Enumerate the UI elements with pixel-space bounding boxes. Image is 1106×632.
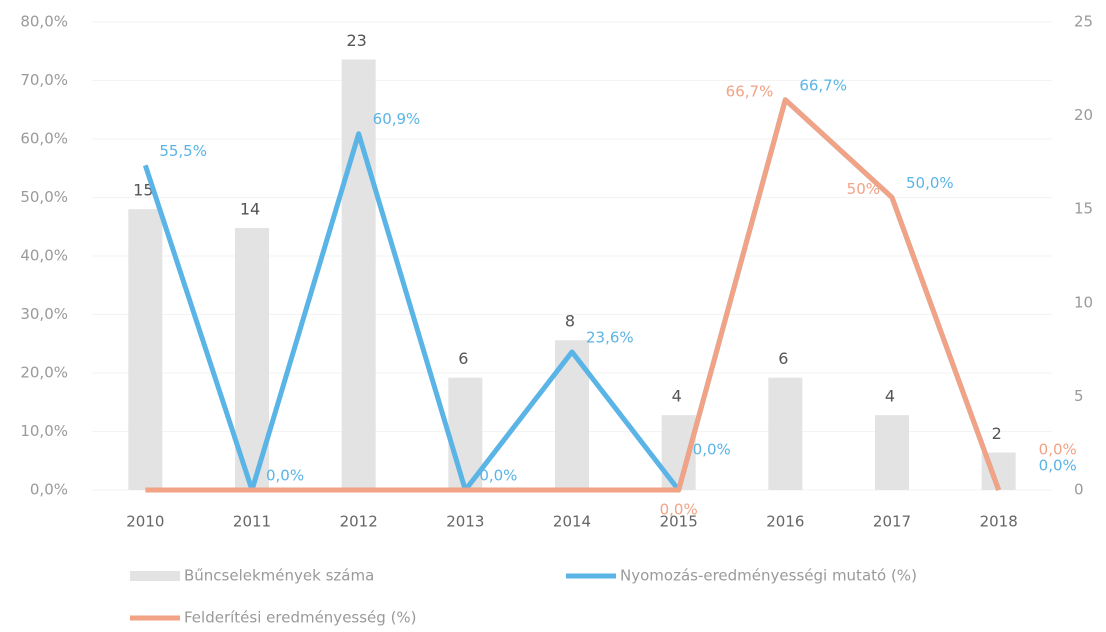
x-tick-label: 2012 (340, 513, 378, 531)
x-tick-label: 2014 (553, 513, 591, 531)
bar-value-label: 6 (458, 349, 468, 368)
y-tick-label: 0,0% (30, 481, 68, 499)
line-value-label: 0,0% (266, 467, 304, 485)
bar-value-label: 15 (133, 181, 153, 200)
x-tick-label: 2017 (873, 513, 911, 531)
line-value-label: 66,7% (799, 76, 847, 94)
line-value-label: 0,0% (1039, 457, 1077, 475)
y-tick-label: 20,0% (20, 364, 68, 382)
legend-label: Nyomozás-eredményességi mutató (%) (620, 567, 917, 585)
bar-value-label: 6 (778, 349, 788, 368)
bar (768, 377, 803, 490)
x-tick-label: 2016 (766, 513, 804, 531)
y2-tick-label: 15 (1074, 200, 1093, 218)
line-value-label: 60,9% (373, 110, 421, 128)
bar-value-label: 23 (346, 31, 366, 50)
y2-tick-label: 10 (1074, 293, 1093, 311)
legend-swatch (130, 571, 180, 581)
y2-tick-label: 5 (1074, 387, 1084, 405)
y-tick-label: 40,0% (20, 247, 68, 265)
y-tick-label: 50,0% (20, 188, 68, 206)
bar-value-label: 2 (992, 424, 1002, 443)
bar-value-label: 4 (885, 387, 895, 406)
bar-value-label: 14 (240, 199, 260, 218)
bar (555, 340, 589, 490)
line-value-label: 55,5% (159, 142, 207, 160)
y-tick-label: 10,0% (20, 422, 68, 440)
line-value-label: 50% (847, 180, 880, 198)
y-tick-label: 30,0% (20, 305, 68, 323)
bar-value-label: 4 (672, 387, 682, 406)
y2-tick-label: 25 (1074, 13, 1093, 31)
line-value-label: 0,0% (1039, 441, 1077, 459)
line (145, 97, 1002, 493)
line-value-label: 0,0% (479, 467, 517, 485)
x-tick-label: 2015 (660, 513, 698, 531)
x-tick-label: 2010 (126, 513, 164, 531)
y2-tick-label: 0 (1074, 481, 1084, 499)
x-tick-label: 2018 (980, 513, 1018, 531)
bar-value-label: 8 (565, 312, 575, 331)
legend-label: Felderítési eredményesség (%) (184, 609, 417, 627)
bar (128, 209, 163, 490)
line-value-label: 23,6% (586, 328, 634, 346)
y-tick-label: 60,0% (20, 130, 68, 148)
line-value-label: 50,0% (906, 174, 954, 192)
line-value-label: 0,0% (660, 501, 698, 519)
legend-label: Bűncselekmények száma (184, 567, 374, 585)
x-tick-label: 2013 (446, 513, 484, 531)
x-tick-label: 2011 (233, 513, 271, 531)
bar (875, 415, 909, 490)
line-value-label: 66,7% (726, 82, 774, 100)
bar (341, 59, 376, 490)
line-value-label: 0,0% (693, 441, 731, 459)
y-tick-label: 70,0% (20, 71, 68, 89)
y2-tick-label: 20 (1074, 106, 1093, 124)
y-tick-label: 80,0% (20, 13, 68, 31)
